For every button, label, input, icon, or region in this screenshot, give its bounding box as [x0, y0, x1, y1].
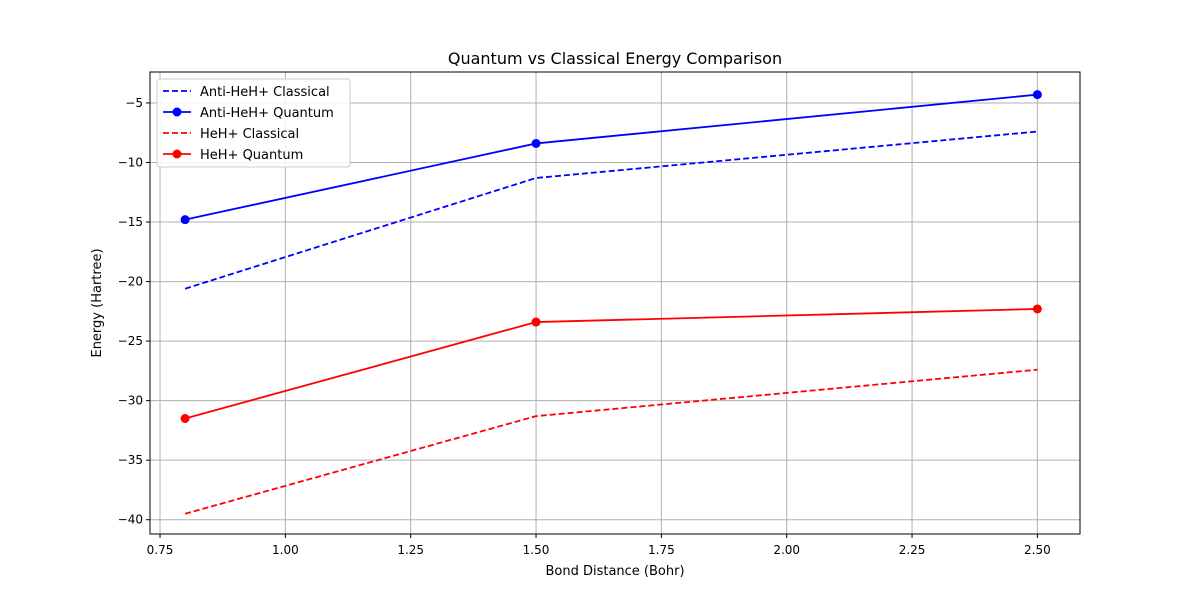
data-point: [180, 414, 190, 423]
legend-item: Anti-HeH+ Quantum: [163, 106, 334, 121]
data-point: [180, 215, 190, 225]
legend-item: Anti-HeH+ Classical: [163, 85, 330, 100]
plot-frame: [149, 71, 1081, 535]
x-tick-label: 2.50: [1024, 543, 1051, 557]
grid: [150, 72, 1080, 534]
y-tick-label: −10: [118, 155, 143, 169]
series-4: [180, 304, 1042, 423]
data-point: [531, 317, 541, 327]
series-line: [184, 368, 1038, 515]
data-point: [1032, 90, 1042, 100]
series-3: [184, 368, 1038, 515]
legend-box: [156, 78, 351, 168]
legend-item: HeH+ Quantum: [163, 148, 303, 163]
y-tick-label: −20: [118, 275, 143, 289]
legend: Anti-HeH+ Classical Anti-HeH+ Quantum HeH+…: [156, 78, 351, 168]
y-tick-label: −35: [118, 453, 143, 467]
x-tick-label: 1.25: [397, 543, 424, 557]
y-axis: −40 −35 −30 −25 −20 −15 −10 −5: [118, 96, 150, 527]
legend-label: Anti-HeH+ Quantum: [200, 106, 334, 121]
x-tick-label: 2.25: [899, 543, 926, 557]
y-tick-label: −40: [118, 513, 143, 527]
series-line: [184, 130, 1038, 290]
y-tick-label: −15: [118, 215, 143, 229]
y-tick-label: −25: [118, 334, 143, 348]
y-tick-label: −30: [118, 394, 143, 408]
x-tick-label: 1.00: [272, 543, 299, 557]
data-point: [531, 138, 541, 148]
x-tick-label: 1.50: [523, 543, 550, 557]
series-1: [184, 130, 1038, 290]
x-tick-label: 1.75: [648, 543, 675, 557]
series-layer: [180, 90, 1042, 515]
legend-label: HeH+ Quantum: [200, 148, 303, 163]
legend-label: HeH+ Classical: [200, 127, 299, 142]
legend-marker: [172, 149, 182, 159]
legend-label: Anti-HeH+ Classical: [200, 85, 330, 100]
y-tick-label: −5: [125, 96, 143, 110]
y-axis-label: Energy (Hartree): [90, 248, 105, 357]
chart-title: Quantum vs Classical Energy Comparison: [448, 49, 782, 68]
x-tick-label: 0.75: [147, 543, 174, 557]
x-tick-label: 2.00: [773, 543, 800, 557]
x-axis: 0.75 1.00 1.25 1.50 1.75 2.00 2.25 2.50: [147, 534, 1051, 557]
x-axis-label: Bond Distance (Bohr): [545, 564, 684, 579]
series-line: [184, 308, 1038, 420]
legend-item: HeH+ Classical: [163, 127, 299, 142]
series-2: [180, 90, 1042, 225]
data-point: [1032, 304, 1042, 314]
legend-marker: [172, 107, 182, 117]
